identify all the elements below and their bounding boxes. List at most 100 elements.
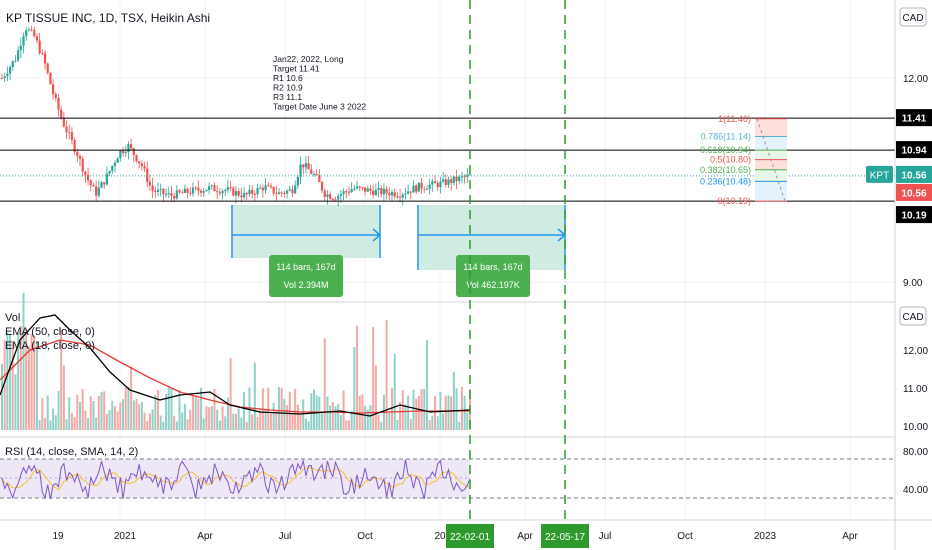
candle-body (108, 171, 111, 174)
candle-body (450, 179, 453, 183)
volume-bar (447, 395, 450, 430)
candle-body (95, 186, 98, 196)
candle-body (251, 189, 254, 194)
candle-body (138, 161, 141, 164)
candle-body (92, 185, 95, 187)
candle-body (347, 191, 351, 193)
range-bars-label: 114 bars, 167d (276, 262, 335, 272)
candle-body (11, 61, 14, 68)
price-badge-label: 10.94 (901, 146, 926, 157)
date-badge-label: 22-02-01 (450, 532, 490, 543)
volume-bar (38, 419, 41, 430)
candle-body (84, 171, 87, 175)
volume-bar (17, 332, 20, 430)
candle-body (111, 165, 114, 172)
price-tick: 9.00 (903, 278, 923, 289)
volume-bar (401, 390, 404, 430)
volume-bar (245, 421, 248, 430)
volume-bar (272, 402, 275, 430)
svg-text:CAD: CAD (902, 13, 923, 24)
volume-bar (377, 414, 380, 430)
date-badge-label: 22-05-17 (545, 532, 585, 543)
volume-bar (452, 371, 455, 430)
candle-body (337, 195, 340, 200)
candle-body (25, 30, 28, 37)
volume-bar (202, 418, 205, 430)
candle-body (226, 187, 230, 191)
candle-body (302, 164, 305, 168)
candle-body (447, 179, 450, 186)
rsi-tick: 80.00 (903, 447, 928, 458)
time-axis[interactable]: 19 2021 Apr Jul Oct 20 Apr Jul Oct 2023 Apr 22-02-0… (52, 524, 858, 548)
candle-body (186, 188, 189, 193)
symbol-badge-label: KPT (870, 170, 889, 181)
date-ranges[interactable]: 114 bars, 167d Vol 2.394M 114 bars, 167d Vo… (231, 205, 567, 297)
volume-bar (391, 387, 393, 430)
volume-bar (345, 420, 348, 430)
vertical-date-lines[interactable] (469, 0, 566, 520)
candle-body (310, 169, 313, 175)
candle-body (65, 126, 68, 133)
volume-bar (79, 401, 81, 430)
price-axis[interactable]: 12.00 9.00 11.41 10.94 10.56 10.56 10.19 KPT (866, 74, 932, 289)
candle-body (358, 186, 361, 188)
candle-body (468, 174, 472, 176)
horizontal-levels[interactable] (0, 117, 895, 202)
candle-body (234, 191, 238, 196)
candle-body (315, 174, 318, 176)
volume-bar (100, 392, 103, 430)
candle-body (431, 181, 434, 185)
candle-body (259, 187, 262, 189)
volume-tick: 10.00 (903, 422, 928, 433)
volume-bar (30, 333, 33, 430)
volume-bar (323, 338, 326, 430)
volume-bar (226, 397, 229, 430)
volume-bar (296, 404, 299, 430)
candle-body (409, 191, 412, 193)
volume-bar (183, 403, 186, 430)
price-badge (896, 206, 932, 224)
candle-body (369, 188, 372, 191)
volume-bar (248, 387, 251, 430)
volume-bar (76, 394, 79, 430)
currency-badge[interactable]: CAD (899, 7, 927, 27)
volume-bar (361, 394, 364, 430)
candle-body (393, 192, 396, 197)
volume-bar (154, 394, 157, 430)
candle-body (151, 185, 154, 191)
candle-body (14, 60, 17, 62)
candle-body (452, 176, 455, 183)
volume-bar (108, 410, 111, 430)
candle-body (33, 29, 36, 37)
candle-body (208, 186, 211, 190)
volume-bar (208, 407, 211, 430)
candle-body (167, 193, 170, 195)
volume-bar (299, 413, 302, 430)
volume-bar (191, 395, 194, 430)
candle-body (331, 198, 334, 200)
volume-bar (431, 415, 434, 430)
time-label: Oct (677, 531, 693, 542)
range-info-badge (456, 255, 530, 297)
fib-zone (755, 159, 787, 170)
rsi-tick: 40.00 (903, 485, 928, 496)
volume-axis[interactable]: CAD 12.00 11.00 10.00 (899, 306, 928, 433)
rsi-axis[interactable]: 80.00 40.00 (903, 447, 928, 496)
candle-body (224, 190, 227, 192)
volume-bar (181, 412, 184, 430)
candle-body (121, 150, 125, 154)
candle-body (148, 181, 152, 186)
candle-body (377, 187, 380, 190)
volume-bar (374, 365, 377, 430)
time-label: Jul (599, 531, 612, 542)
volume-bar (350, 410, 353, 430)
fib-level-label: 0.382(10.65) (700, 165, 751, 175)
volume-bar (200, 387, 203, 430)
fibonacci-retracement[interactable]: 1(11.40) 0.786(11.14) 0.618(10.94)0.5(10.8… (700, 114, 787, 206)
candle-body (218, 192, 221, 194)
volume-bar (33, 335, 36, 430)
volume-bar (334, 406, 337, 430)
candle-body (458, 176, 461, 182)
candle-body (35, 36, 39, 41)
